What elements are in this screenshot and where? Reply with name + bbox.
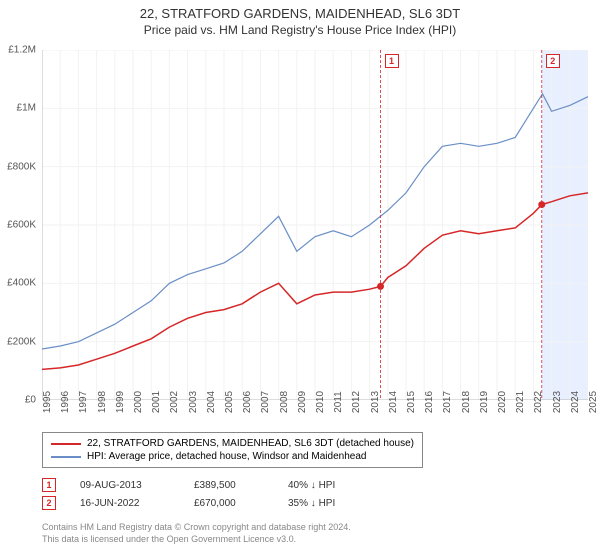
footer-line: Contains HM Land Registry data © Crown c… [42, 522, 351, 534]
legend-swatch [51, 443, 81, 445]
footer-line: This data is licensed under the Open Gov… [42, 534, 351, 546]
legend-item: 22, STRATFORD GARDENS, MAIDENHEAD, SL6 3… [51, 437, 414, 450]
title-block: 22, STRATFORD GARDENS, MAIDENHEAD, SL6 3… [0, 0, 600, 37]
x-axis-label: 2017 [442, 391, 453, 413]
x-axis-label: 2010 [315, 391, 326, 413]
transaction-price: £389,500 [194, 480, 264, 491]
x-axis-label: 2002 [169, 391, 180, 413]
x-axis-label: 1996 [60, 391, 71, 413]
x-axis-label: 2025 [588, 391, 599, 413]
y-axis-label: £1.2M [8, 45, 36, 56]
y-axis-label: £600K [7, 220, 36, 231]
transaction-hpi: 40% ↓ HPI [288, 480, 368, 491]
x-axis-label: 2016 [424, 391, 435, 413]
legend-swatch [51, 456, 81, 458]
chart-title: 22, STRATFORD GARDENS, MAIDENHEAD, SL6 3… [0, 6, 600, 21]
transaction-table: 1 09-AUG-2013 £389,500 40% ↓ HPI 2 16-JU… [42, 476, 368, 512]
x-axis-label: 2006 [242, 391, 253, 413]
transaction-date: 09-AUG-2013 [80, 480, 170, 491]
legend-label: HPI: Average price, detached house, Wind… [87, 451, 366, 462]
chart-svg [42, 50, 588, 400]
x-axis-label: 2015 [406, 391, 417, 413]
x-axis-label: 2003 [188, 391, 199, 413]
x-axis-label: 2011 [333, 391, 344, 413]
y-axis-label: £400K [7, 278, 36, 289]
transaction-price: £670,000 [194, 498, 264, 509]
chart-container: 22, STRATFORD GARDENS, MAIDENHEAD, SL6 3… [0, 0, 600, 560]
x-axis-label: 1997 [78, 391, 89, 413]
x-axis-label: 2008 [279, 391, 290, 413]
x-axis-label: 2021 [515, 391, 526, 413]
chart-area: 12£0£200K£400K£600K£800K£1M£1.2M19951996… [42, 50, 588, 400]
transaction-row: 2 16-JUN-2022 £670,000 35% ↓ HPI [42, 494, 368, 512]
x-axis-label: 2012 [351, 391, 362, 413]
x-axis-label: 2009 [297, 391, 308, 413]
y-axis-label: £1M [17, 103, 36, 114]
legend-label: 22, STRATFORD GARDENS, MAIDENHEAD, SL6 3… [87, 438, 414, 449]
transaction-row: 1 09-AUG-2013 £389,500 40% ↓ HPI [42, 476, 368, 494]
legend: 22, STRATFORD GARDENS, MAIDENHEAD, SL6 3… [42, 432, 423, 468]
transaction-date: 16-JUN-2022 [80, 498, 170, 509]
x-axis-label: 2023 [552, 391, 563, 413]
transaction-hpi: 35% ↓ HPI [288, 498, 368, 509]
transaction-badge: 2 [42, 496, 56, 510]
x-axis-label: 2014 [388, 391, 399, 413]
x-axis-label: 1995 [42, 391, 53, 413]
x-axis-label: 2000 [133, 391, 144, 413]
x-axis-label: 2018 [461, 391, 472, 413]
x-axis-label: 1999 [115, 391, 126, 413]
y-axis-label: £0 [25, 395, 36, 406]
marker-badge: 2 [546, 54, 560, 68]
legend-item: HPI: Average price, detached house, Wind… [51, 450, 414, 463]
x-axis-label: 2005 [224, 391, 235, 413]
x-axis-label: 2001 [151, 391, 162, 413]
footer: Contains HM Land Registry data © Crown c… [42, 522, 351, 545]
x-axis-label: 2022 [533, 391, 544, 413]
y-axis-label: £200K [7, 336, 36, 347]
y-axis-label: £800K [7, 161, 36, 172]
x-axis-label: 2004 [206, 391, 217, 413]
chart-subtitle: Price paid vs. HM Land Registry's House … [0, 23, 600, 37]
x-axis-label: 1998 [97, 391, 108, 413]
transaction-badge: 1 [42, 478, 56, 492]
x-axis-label: 2013 [370, 391, 381, 413]
x-axis-label: 2020 [497, 391, 508, 413]
x-axis-label: 2019 [479, 391, 490, 413]
marker-badge: 1 [385, 54, 399, 68]
x-axis-label: 2007 [260, 391, 271, 413]
x-axis-label: 2024 [570, 391, 581, 413]
